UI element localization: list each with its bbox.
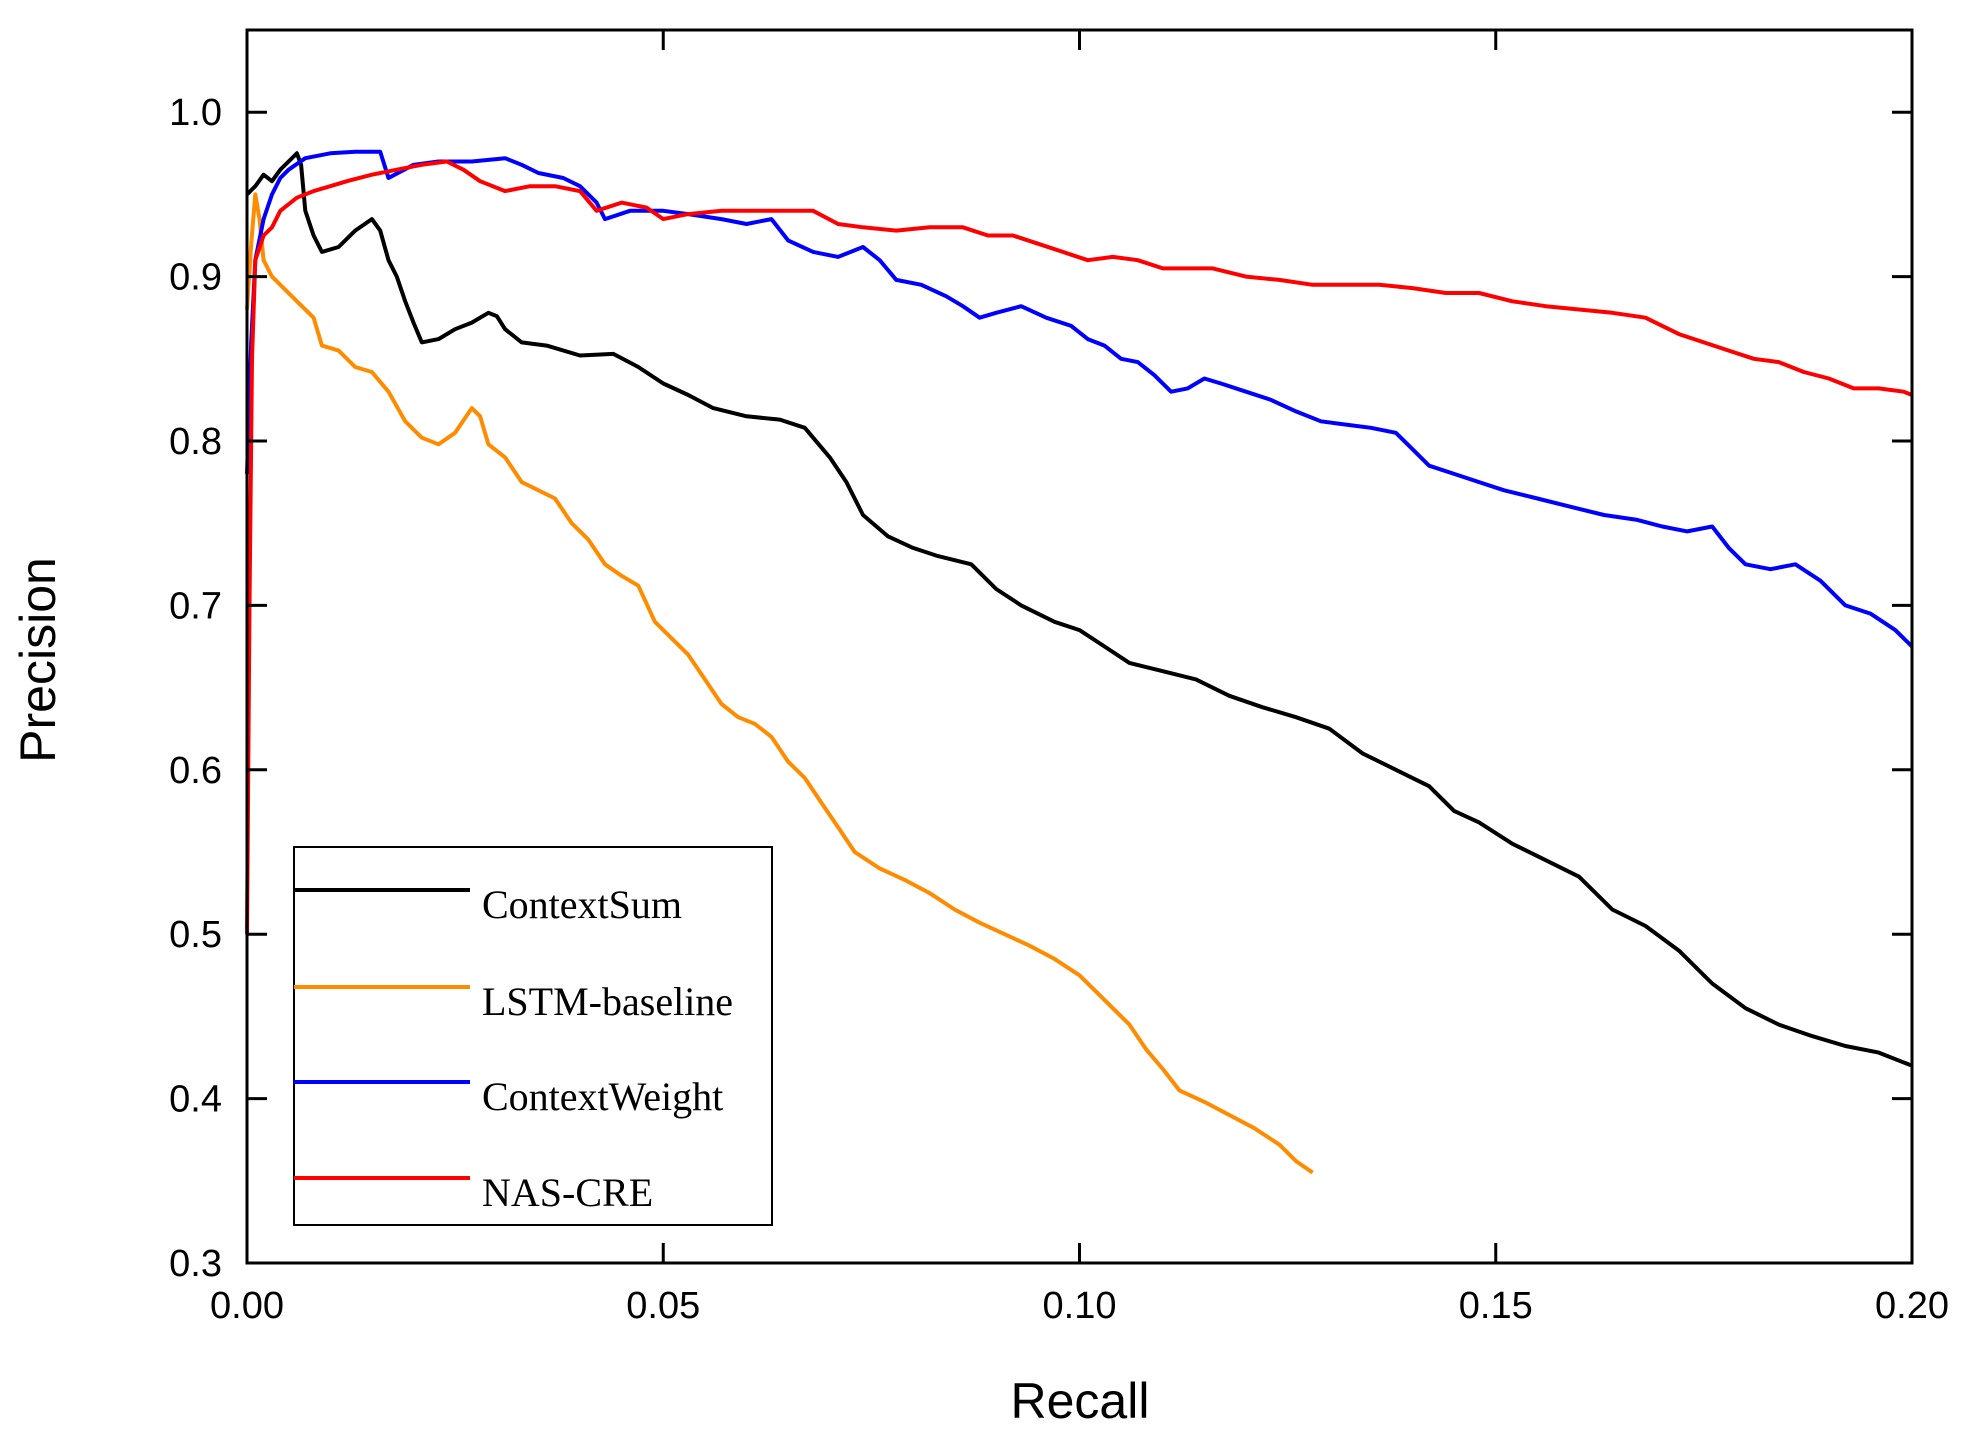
x-tick-label: 0.00 [210, 1285, 284, 1327]
series-line-contextsum [245, 151, 1913, 1068]
legend-label-contextweight: ContextWeight [482, 1074, 723, 1119]
x-axis-title: Recall [1011, 1373, 1150, 1429]
legend-label-lstm-baseline: LSTM-baseline [482, 979, 733, 1024]
y-tick-label: 0.9 [169, 257, 222, 299]
y-tick-label: 0.7 [169, 585, 222, 627]
y-tick-label: 0.6 [169, 750, 222, 792]
x-tick-label: 0.05 [626, 1285, 700, 1327]
y-axis-title: Precision [10, 557, 66, 763]
y-tick-label: 0.4 [169, 1079, 222, 1121]
series-line-lstm-baseline [245, 192, 1314, 1175]
series-line-contextweight [245, 149, 1914, 648]
y-tick-label: 0.8 [169, 421, 222, 463]
x-tick-label: 0.15 [1459, 1285, 1533, 1327]
legend-label-nas-cre: NAS-CRE [482, 1170, 653, 1215]
legend-box [293, 846, 773, 1226]
x-tick-label: 0.10 [1043, 1285, 1117, 1327]
series-line-nas-cre [245, 159, 1913, 935]
x-tick-label: 0.20 [1875, 1285, 1949, 1327]
legend-label-contextsum: ContextSum [482, 882, 682, 927]
ticks-layer: 0.00 0.05 0.10 0.15 0.20 0.3 0.4 0.5 0.6 0.7 0.8 0.… [169, 30, 1949, 1327]
series-layer [245, 149, 1914, 1175]
y-tick-label: 0.3 [169, 1243, 222, 1285]
y-tick-label: 0.5 [169, 914, 222, 956]
legend: ContextSum LSTM-baseline ContextWeight N… [293, 846, 773, 1226]
y-tick-label: 1.0 [169, 92, 222, 134]
